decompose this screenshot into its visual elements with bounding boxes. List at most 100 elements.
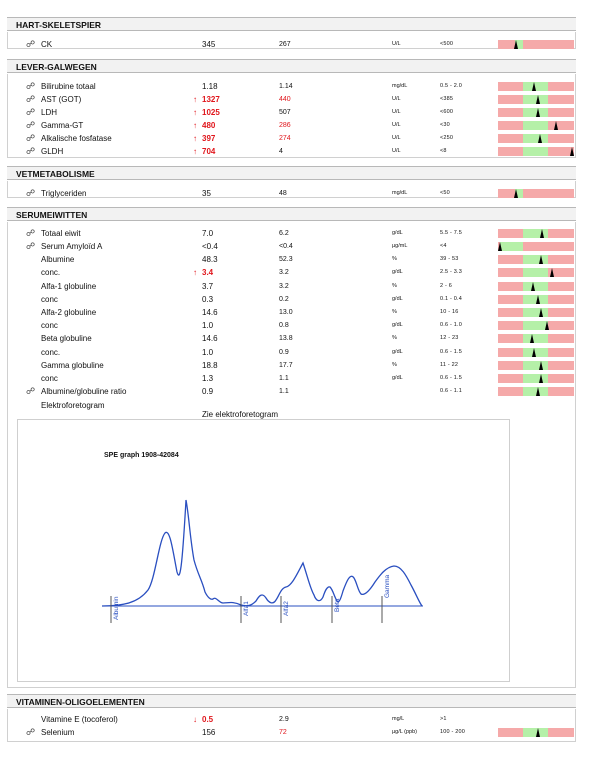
- result-row: Elektroforetogram: [0, 399, 601, 412]
- range-high-zone: [548, 121, 574, 130]
- result-row: ☍ Alkalische fosfatase ↑ 397 274 U/L <250: [0, 132, 601, 145]
- previous-value: 1.1: [279, 388, 289, 395]
- reference-range: 2 - 6: [440, 283, 453, 289]
- link-icon[interactable]: ☍: [26, 727, 36, 737]
- range-high-zone: [548, 147, 574, 156]
- range-marker: [540, 229, 544, 238]
- test-name: Serum Amyloïd A: [41, 242, 103, 251]
- reference-range: 39 - 53: [440, 256, 459, 262]
- range-high-zone: [548, 334, 574, 343]
- result-row: Alfa-1 globuline 3.7 3.2% 2 - 6: [0, 280, 601, 293]
- result-row: ☍ Triglyceriden 35 48 mg/dL <50: [0, 187, 601, 200]
- range-low-zone: [498, 268, 523, 277]
- result-row: conc. ↑ 3.4 3.2 g/dL 2.5 - 3.3: [0, 266, 601, 279]
- range-marker: [536, 108, 540, 117]
- arrow-down-icon: ↓: [193, 715, 197, 724]
- range-marker: [531, 282, 535, 291]
- test-name: Alfa-1 globuline: [41, 282, 97, 291]
- section-header-lever: LEVER-GALWEGEN: [7, 59, 576, 73]
- unit: mg/L: [392, 716, 405, 722]
- range-marker: [570, 147, 574, 156]
- reference-range: <385: [440, 96, 454, 102]
- result-value: 1.0: [202, 321, 214, 330]
- result-row: Vitamine E (tocoferol) ↓ 0.5 2.9 mg/L >1: [0, 713, 601, 726]
- range-high-zone: [548, 374, 574, 383]
- reference-range: <4: [440, 243, 447, 249]
- previous-value: 17.7: [279, 362, 293, 369]
- link-icon[interactable]: ☍: [26, 133, 36, 143]
- result-value: 48.3: [202, 255, 218, 264]
- section-header-vet: VETMETABOLISME: [7, 166, 576, 180]
- result-value: 7.0: [202, 229, 214, 238]
- reference-range: >1: [440, 716, 447, 722]
- previous-value: 13.8: [279, 335, 293, 342]
- link-icon[interactable]: ☍: [26, 228, 36, 238]
- test-name: Gamma-GT: [41, 121, 84, 130]
- range-normal-zone: [523, 255, 548, 264]
- unit: g/dL: [392, 349, 403, 355]
- reference-range: <30: [440, 122, 450, 128]
- result-value: 1.3: [202, 374, 214, 383]
- link-icon[interactable]: ☍: [26, 39, 36, 49]
- range-bar: [498, 108, 574, 117]
- range-low-zone: [498, 229, 523, 238]
- label-alfa2: Alfa2: [283, 601, 290, 616]
- link-icon[interactable]: ☍: [26, 94, 36, 104]
- range-high-zone: [548, 387, 574, 396]
- unit: U/L: [392, 109, 401, 115]
- range-low-zone: [498, 82, 523, 91]
- range-high-zone: [548, 108, 574, 117]
- link-icon[interactable]: ☍: [26, 188, 36, 198]
- link-icon[interactable]: ☍: [26, 120, 36, 130]
- link-icon[interactable]: ☍: [26, 81, 36, 91]
- reference-range: <250: [440, 135, 454, 141]
- range-high-zone: [548, 134, 574, 143]
- link-icon[interactable]: ☍: [26, 146, 36, 156]
- range-bar: [498, 348, 574, 357]
- unit: U/L: [392, 122, 401, 128]
- range-bar: [498, 121, 574, 130]
- range-bar: [498, 147, 574, 156]
- unit: g/dL: [392, 269, 403, 275]
- range-normal-zone: [515, 40, 523, 49]
- section-box-vitaminen: [7, 709, 576, 742]
- result-row: Albumine 48.3 52.3% 39 - 53: [0, 253, 601, 266]
- range-low-zone: [498, 40, 515, 49]
- result-row: ☍ GLDH ↑ 704 4 U/L <8: [0, 145, 601, 158]
- unit: µg/mL: [392, 243, 408, 249]
- result-value: 0.9: [202, 387, 214, 396]
- range-low-zone: [498, 95, 523, 104]
- range-marker: [514, 189, 518, 198]
- range-low-zone: [498, 308, 523, 317]
- range-marker: [530, 334, 534, 343]
- previous-value: 48: [279, 190, 287, 197]
- test-name: Triglyceriden: [41, 189, 87, 198]
- result-value: 3.7: [202, 282, 214, 291]
- reference-range: 10 - 16: [440, 309, 459, 315]
- range-marker: [532, 348, 536, 357]
- previous-value: 1.1: [279, 375, 289, 382]
- result-row: Gamma globuline 18.8 17.7% 11 - 22: [0, 359, 601, 372]
- range-high-zone: [548, 361, 574, 370]
- range-normal-zone: [523, 374, 548, 383]
- range-high-zone: [548, 321, 574, 330]
- unit: g/dL: [392, 375, 403, 381]
- range-normal-zone: [523, 387, 548, 396]
- result-row: conc 1.0 0.8 g/dL 0.6 - 1.0: [0, 319, 601, 332]
- link-icon[interactable]: ☍: [26, 386, 36, 396]
- range-bar: [498, 728, 574, 737]
- range-low-zone: [498, 387, 523, 396]
- arrow-up-icon: ↑: [193, 95, 197, 104]
- link-icon[interactable]: ☍: [26, 241, 36, 251]
- unit: µg/L (ppb): [392, 729, 417, 735]
- test-name: CK: [41, 40, 53, 49]
- reference-range: 100 - 200: [440, 729, 466, 735]
- range-normal-zone: [523, 728, 548, 737]
- result-row: ☍ Gamma-GT ↑ 480 286 U/L <30: [0, 119, 601, 132]
- test-name: conc: [41, 295, 58, 304]
- unit: %: [392, 283, 397, 289]
- range-bar: [498, 229, 574, 238]
- previous-value: 1.14: [279, 83, 293, 90]
- test-name: conc: [41, 374, 58, 383]
- link-icon[interactable]: ☍: [26, 107, 36, 117]
